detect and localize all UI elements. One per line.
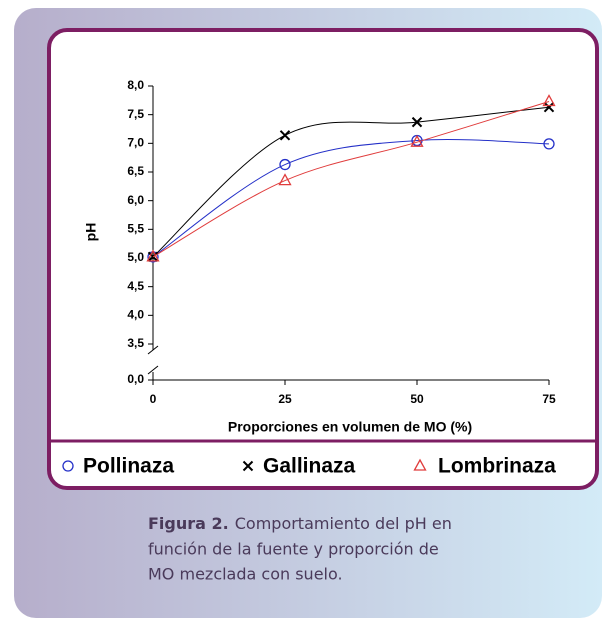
series-line bbox=[152, 106, 550, 258]
x-tick-label: 50 bbox=[410, 392, 424, 406]
legend-label: Lombrinaza bbox=[438, 455, 556, 478]
marker bbox=[542, 94, 556, 107]
legend-marker bbox=[242, 460, 254, 472]
caption: Figura 2. Comportamiento del pH en bbox=[148, 514, 452, 533]
caption-line: MO mezclada con suelo. bbox=[148, 565, 343, 584]
caption-label: Figura 2. bbox=[148, 514, 229, 533]
x-tick-label: 25 bbox=[278, 392, 292, 406]
y-tick-label: 6,0 bbox=[127, 193, 144, 207]
marker bbox=[146, 249, 160, 262]
legend-marker bbox=[413, 458, 427, 471]
legend-marker bbox=[62, 460, 74, 472]
marker bbox=[411, 116, 423, 128]
x-tick-label: 75 bbox=[542, 392, 556, 406]
y-axis-label: pH bbox=[83, 223, 99, 242]
y-tick-label: 0,0 bbox=[127, 372, 144, 386]
legend-label: Pollinaza bbox=[83, 455, 174, 478]
y-tick-label: 8,0 bbox=[127, 78, 144, 92]
series-line bbox=[152, 101, 550, 258]
y-tick-label: 7,0 bbox=[127, 136, 144, 150]
marker bbox=[278, 173, 292, 186]
y-tick-label: 4,0 bbox=[127, 308, 144, 322]
marker bbox=[543, 102, 555, 113]
y-tick-label: 6,5 bbox=[127, 164, 144, 178]
y-tick-label: 5,0 bbox=[127, 250, 144, 264]
axis-break bbox=[147, 345, 159, 355]
y-tick-label: 7,5 bbox=[127, 107, 144, 121]
x-tick-label: 0 bbox=[150, 392, 157, 406]
marker bbox=[279, 158, 291, 171]
y-tick-label: 3,5 bbox=[127, 336, 144, 350]
axis-break bbox=[147, 365, 159, 375]
y-tick-label: 5,5 bbox=[127, 222, 144, 236]
legend-label: Gallinaza bbox=[263, 455, 356, 478]
y-tick-label: 4,5 bbox=[127, 279, 144, 293]
marker bbox=[543, 138, 555, 150]
series-line bbox=[152, 138, 550, 258]
chart-frame bbox=[47, 28, 599, 490]
caption-line: función de la fuente y proporción de bbox=[148, 540, 439, 559]
marker bbox=[410, 134, 424, 147]
caption-line: Comportamiento del pH en bbox=[235, 514, 452, 533]
x-axis-label: Proporciones en volumen de MO (%) bbox=[228, 419, 472, 435]
marker bbox=[279, 130, 291, 141]
